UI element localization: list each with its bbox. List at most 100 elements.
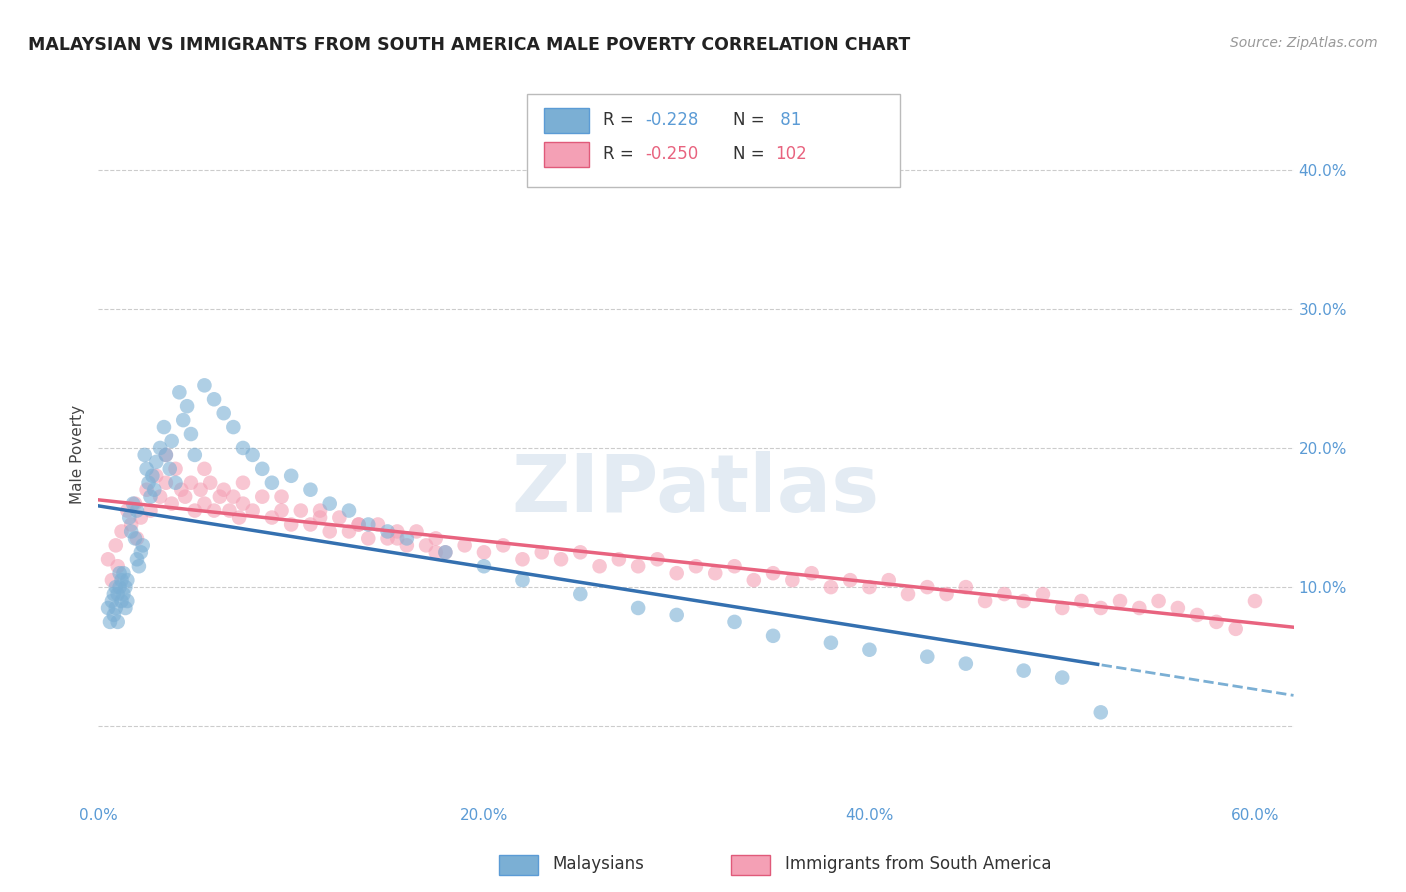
Point <box>1012 664 1035 678</box>
Point <box>155 475 177 490</box>
Point <box>184 503 207 517</box>
Point <box>125 552 148 566</box>
Point <box>762 566 785 581</box>
Point <box>129 510 152 524</box>
Point <box>685 559 707 574</box>
Point <box>125 503 148 517</box>
Point <box>917 580 939 594</box>
Point <box>208 490 231 504</box>
Point <box>347 517 370 532</box>
Point <box>434 545 457 559</box>
Point <box>242 448 264 462</box>
Text: MALAYSIAN VS IMMIGRANTS FROM SOUTH AMERICA MALE POVERTY CORRELATION CHART: MALAYSIAN VS IMMIGRANTS FROM SOUTH AMERI… <box>28 36 910 54</box>
Point <box>104 538 127 552</box>
Point <box>665 566 688 581</box>
Point <box>155 448 177 462</box>
Point <box>319 497 342 511</box>
Point <box>107 587 129 601</box>
Point <box>193 462 215 476</box>
Point <box>357 532 380 546</box>
Point <box>877 573 900 587</box>
Point <box>97 552 120 566</box>
Point <box>858 642 880 657</box>
Point <box>174 490 197 504</box>
Point <box>425 532 447 546</box>
Point <box>512 552 534 566</box>
Text: -0.250: -0.250 <box>645 145 699 163</box>
Point <box>704 566 727 581</box>
Point <box>782 573 804 587</box>
Point <box>232 441 254 455</box>
Text: Source: ZipAtlas.com: Source: ZipAtlas.com <box>1230 36 1378 50</box>
Point <box>1205 615 1227 629</box>
Point <box>1090 601 1112 615</box>
Point <box>110 594 132 608</box>
Point <box>104 601 127 615</box>
Point <box>280 517 302 532</box>
Point <box>974 594 997 608</box>
Text: R =: R = <box>603 112 640 129</box>
Point <box>1109 594 1132 608</box>
Point <box>120 517 142 532</box>
Point <box>242 503 264 517</box>
Point <box>117 573 139 587</box>
Point <box>128 559 150 574</box>
Point <box>1012 594 1035 608</box>
Point <box>1147 594 1170 608</box>
Point <box>1090 706 1112 720</box>
Point <box>124 497 146 511</box>
Point <box>492 538 515 552</box>
Point <box>117 594 139 608</box>
Point <box>319 524 342 539</box>
Point <box>472 545 495 559</box>
Point <box>472 559 495 574</box>
Point <box>260 510 283 524</box>
Point <box>1167 601 1189 615</box>
Point <box>569 587 592 601</box>
Point <box>193 378 215 392</box>
Point <box>299 483 322 497</box>
Text: N =: N = <box>733 145 769 163</box>
Point <box>252 490 274 504</box>
Point <box>232 475 254 490</box>
Point <box>858 580 880 594</box>
Point <box>1244 594 1267 608</box>
Point <box>367 517 389 532</box>
Point <box>1050 671 1073 685</box>
Point <box>132 538 155 552</box>
Point <box>993 587 1015 601</box>
Point <box>193 497 215 511</box>
Point <box>405 524 427 539</box>
Point <box>153 420 176 434</box>
Point <box>101 573 124 587</box>
Point <box>124 532 146 546</box>
Point <box>270 490 292 504</box>
Point <box>1128 601 1150 615</box>
Point <box>222 490 245 504</box>
Point <box>170 483 193 497</box>
Point <box>232 497 254 511</box>
Point <box>270 503 292 517</box>
Point <box>1070 594 1092 608</box>
Point <box>129 545 152 559</box>
Point <box>897 587 920 601</box>
Text: R =: R = <box>603 145 640 163</box>
Point <box>1032 587 1054 601</box>
Point <box>917 649 939 664</box>
Point <box>108 580 131 594</box>
Point <box>357 517 380 532</box>
Point <box>1185 607 1208 622</box>
Text: -0.228: -0.228 <box>645 112 699 129</box>
Point <box>108 566 131 581</box>
Point <box>222 420 245 434</box>
Point <box>114 580 136 594</box>
Text: Malaysians: Malaysians <box>553 855 644 873</box>
Point <box>139 490 162 504</box>
Point <box>290 503 312 517</box>
Point <box>176 399 198 413</box>
Point <box>135 462 157 476</box>
Point <box>159 462 181 476</box>
Point <box>190 483 212 497</box>
Point <box>160 497 183 511</box>
Text: 102: 102 <box>775 145 807 163</box>
